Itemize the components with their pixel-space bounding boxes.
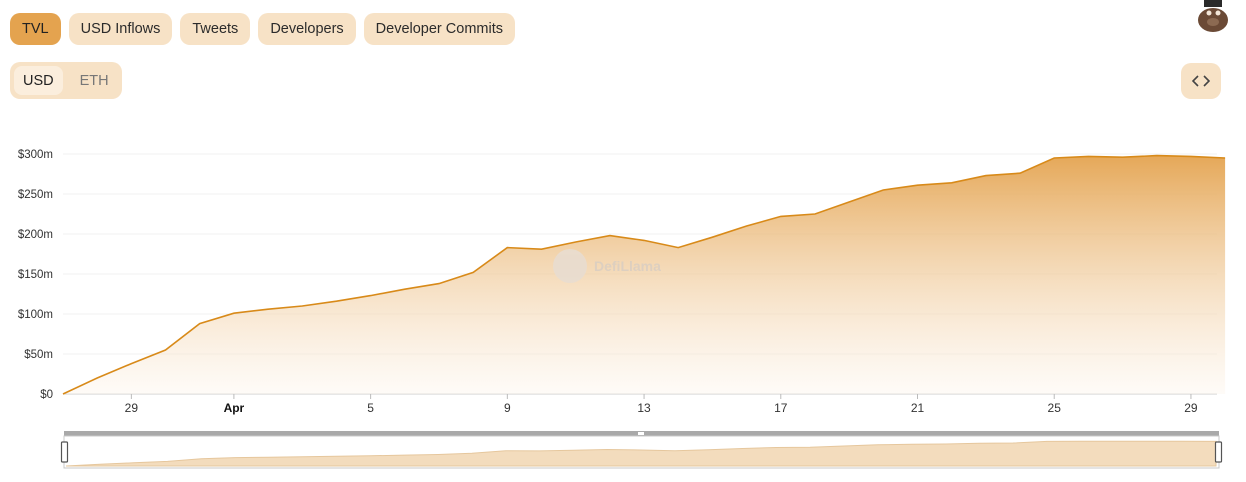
y-tick-label: $50m bbox=[24, 349, 53, 361]
slider-preview-area bbox=[65, 440, 1217, 467]
y-tick-label: $200m bbox=[18, 229, 53, 241]
watermark-text: DefiLlama bbox=[594, 258, 661, 274]
y-tick-label: $150m bbox=[18, 269, 53, 281]
x-tick-label: 29 bbox=[1184, 401, 1198, 415]
x-tick-label: 9 bbox=[504, 401, 511, 415]
y-tick-label: $100m bbox=[18, 309, 53, 321]
data-point bbox=[94, 375, 100, 381]
data-point bbox=[983, 173, 989, 179]
data-point bbox=[539, 246, 545, 252]
embed-button[interactable] bbox=[1181, 63, 1221, 99]
data-point bbox=[231, 310, 237, 316]
data-point bbox=[1154, 153, 1160, 159]
range-slider[interactable] bbox=[60, 431, 1223, 469]
data-point bbox=[744, 223, 750, 229]
slider-handle-right[interactable] bbox=[1214, 441, 1223, 463]
data-point bbox=[265, 306, 271, 312]
data-point bbox=[504, 245, 510, 251]
slider-handle-left[interactable] bbox=[60, 441, 69, 463]
data-point bbox=[436, 281, 442, 287]
data-point bbox=[675, 245, 681, 251]
slider-grip-icon[interactable] bbox=[638, 432, 644, 435]
data-point bbox=[1188, 153, 1194, 159]
x-tick-label: 25 bbox=[1048, 401, 1062, 415]
y-tick-label: $0 bbox=[40, 389, 53, 401]
metric-tabs: TVL USD Inflows Tweets Developers Develo… bbox=[10, 13, 515, 45]
currency-eth-option[interactable]: ETH bbox=[79, 72, 109, 89]
data-point bbox=[1222, 155, 1228, 161]
data-point bbox=[1085, 153, 1091, 159]
data-point bbox=[880, 187, 886, 193]
data-point bbox=[573, 239, 579, 245]
code-brackets-icon bbox=[1192, 75, 1210, 87]
data-point bbox=[949, 180, 955, 186]
x-tick-label: 13 bbox=[637, 401, 651, 415]
tvl-area bbox=[63, 155, 1226, 394]
data-point bbox=[333, 298, 339, 304]
tab-usd-inflows[interactable]: USD Inflows bbox=[68, 13, 173, 45]
y-tick-label: $250m bbox=[18, 189, 53, 201]
data-point bbox=[299, 303, 305, 309]
data-point bbox=[470, 269, 476, 275]
tab-tweets[interactable]: Tweets bbox=[180, 13, 251, 45]
data-point bbox=[778, 213, 784, 219]
data-point bbox=[812, 211, 818, 217]
data-point bbox=[128, 361, 134, 367]
x-tick-label: 29 bbox=[125, 401, 139, 415]
data-point bbox=[60, 391, 66, 397]
data-point bbox=[709, 234, 715, 240]
data-point bbox=[1051, 155, 1057, 161]
data-point bbox=[402, 286, 408, 292]
data-point bbox=[607, 233, 613, 239]
tvl-line bbox=[62, 154, 1226, 395]
data-point bbox=[368, 293, 374, 299]
y-axis: $0 $50m $100m $150m $200m $250m $300m bbox=[18, 149, 53, 401]
data-point bbox=[1120, 154, 1126, 160]
watermark: DefiLlama bbox=[553, 249, 661, 283]
tab-developers[interactable]: Developers bbox=[258, 13, 356, 45]
data-point bbox=[846, 199, 852, 205]
x-tick-label: 21 bbox=[911, 401, 925, 415]
currency-usd-option[interactable]: USD bbox=[14, 66, 63, 95]
data-point bbox=[641, 237, 647, 243]
data-point bbox=[197, 321, 203, 327]
data-point bbox=[163, 347, 169, 353]
x-tick-label: 17 bbox=[774, 401, 788, 415]
currency-toggle: USD ETH bbox=[10, 62, 122, 99]
x-axis: 29 Apr 5 9 13 17 21 25 29 bbox=[63, 393, 1217, 415]
data-point bbox=[915, 182, 921, 188]
y-tick-label: $300m bbox=[18, 149, 53, 161]
x-tick-label: 5 bbox=[367, 401, 374, 415]
avatar[interactable] bbox=[1196, 0, 1230, 32]
tab-developer-commits[interactable]: Developer Commits bbox=[363, 13, 515, 45]
data-point bbox=[1017, 170, 1023, 176]
tab-tvl[interactable]: TVL bbox=[10, 13, 61, 45]
x-tick-label: Apr bbox=[224, 401, 245, 415]
